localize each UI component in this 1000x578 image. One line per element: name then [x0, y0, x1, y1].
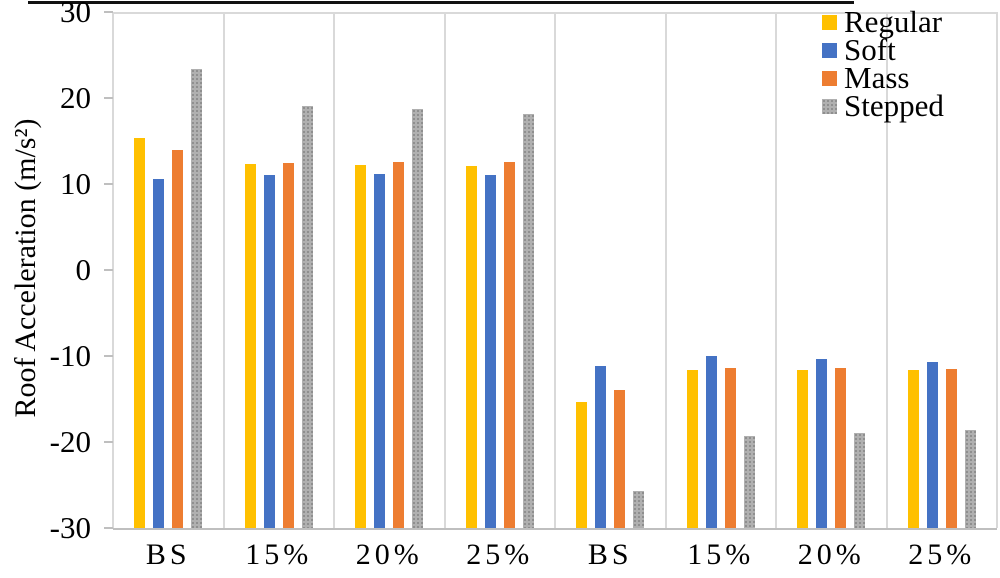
bar-regular-BS	[576, 402, 588, 528]
y-tick-mark	[104, 183, 113, 185]
y-tick-label: -20	[49, 424, 91, 459]
y-tick-label: -30	[49, 510, 91, 545]
bar-mass-25pct	[945, 368, 957, 528]
y-tick-label: -10	[49, 338, 91, 373]
bar-stepped-15pct	[301, 105, 313, 528]
x-axis-line	[113, 528, 997, 530]
bar-soft-20pct	[816, 359, 828, 528]
legend-swatch-mass	[822, 70, 837, 86]
vertical-gridline	[775, 12, 777, 528]
vertical-gridline	[222, 12, 225, 528]
vertical-gridline	[554, 12, 556, 528]
legend-item-mass: Mass	[822, 60, 944, 95]
bar-stepped-20pct	[854, 432, 866, 528]
legend-item-regular: Regular	[822, 4, 944, 39]
y-tick-label: 30	[60, 0, 91, 29]
bar-regular-15pct	[686, 369, 698, 528]
y-tick-label: 20	[60, 80, 91, 115]
x-tick-label: 20%	[797, 538, 865, 571]
bar-regular-25pct	[907, 369, 919, 528]
y-tick-label: 0	[75, 252, 92, 287]
legend-label: Soft	[844, 32, 896, 67]
y-tick-mark	[104, 11, 113, 13]
bar-stepped-BS	[633, 491, 645, 528]
y-tick-label: 10	[60, 166, 91, 201]
bar-mass-25pct	[503, 161, 515, 528]
y-tick-mark	[104, 355, 113, 357]
bar-soft-15pct	[263, 174, 275, 528]
top-gridline	[113, 12, 997, 14]
bar-soft-20pct	[374, 173, 386, 528]
bar-mass-15pct	[282, 162, 294, 528]
bar-soft-15pct	[705, 356, 717, 528]
x-tick-label: 25%	[908, 538, 976, 571]
bar-stepped-BS	[191, 68, 203, 528]
legend-swatch-regular	[822, 14, 837, 30]
legend-label: Mass	[844, 60, 910, 95]
vertical-gridline	[333, 12, 335, 528]
x-tick-label: BS	[587, 538, 633, 571]
bar-mass-BS	[172, 149, 184, 528]
bar-soft-25pct	[484, 174, 496, 528]
x-tick-label: 20%	[355, 538, 423, 571]
vertical-gridline	[885, 12, 888, 528]
bar-soft-BS	[153, 178, 165, 528]
bar-stepped-20pct	[412, 109, 424, 528]
legend-item-soft: Soft	[822, 32, 944, 67]
bar-mass-20pct	[835, 368, 847, 528]
bar-regular-20pct	[355, 165, 367, 528]
x-tick-label: BS	[145, 538, 191, 571]
vertical-gridline	[443, 12, 446, 528]
figure-top-border	[28, 1, 854, 4]
bar-regular-BS	[134, 137, 146, 528]
bar-stepped-25pct	[522, 114, 534, 528]
plot-area	[112, 12, 998, 530]
y-axis-line	[112, 12, 114, 528]
y-tick-mark	[104, 441, 113, 443]
x-tick-label: 15%	[687, 538, 755, 571]
bar-soft-25pct	[926, 362, 938, 528]
legend-item-stepped: Stepped	[822, 88, 944, 123]
bar-stepped-25pct	[964, 429, 976, 528]
bar-mass-BS	[614, 389, 626, 528]
y-tick-mark	[104, 269, 113, 271]
y-tick-mark	[104, 97, 113, 99]
bar-mass-20pct	[393, 161, 405, 528]
x-tick-label: 15%	[245, 538, 313, 571]
legend: Regular Soft Mass Stepped	[822, 4, 944, 123]
legend-swatch-soft	[822, 42, 837, 58]
bar-stepped-15pct	[743, 435, 755, 528]
bar-regular-20pct	[797, 369, 809, 528]
vertical-gridline	[664, 12, 667, 528]
legend-swatch-stepped	[822, 98, 837, 114]
legend-label: Stepped	[844, 88, 944, 123]
legend-label: Regular	[844, 4, 943, 39]
bar-soft-BS	[595, 366, 607, 528]
bar-regular-25pct	[465, 165, 477, 528]
bar-regular-15pct	[244, 164, 256, 528]
bar-mass-15pct	[724, 368, 736, 528]
x-tick-label: 25%	[466, 538, 534, 571]
vertical-gridline	[996, 12, 998, 528]
y-tick-mark	[104, 527, 113, 529]
